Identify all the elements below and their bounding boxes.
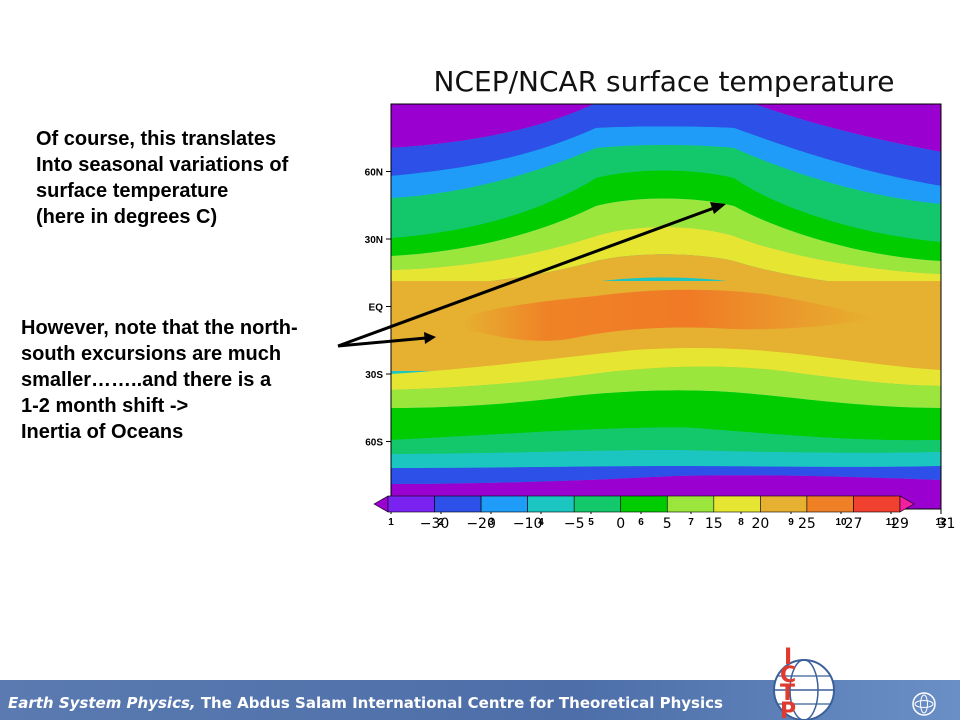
note-2-line: south excursions are much <box>21 343 282 365</box>
colorbar-label: 25 <box>798 516 816 532</box>
x-tick-label: 9 <box>788 517 794 528</box>
y-tick-label: 60S <box>365 438 383 449</box>
x-tick-label: 7 <box>688 517 694 528</box>
colorbar-label: 31 <box>938 516 956 532</box>
y-tick-label: 30S <box>365 370 383 381</box>
field-arctic-west <box>391 104 594 148</box>
field-north-lightblue-band <box>391 126 941 204</box>
note-1-line: (here in degrees C) <box>36 206 218 228</box>
colorbar-min-arrow <box>373 495 389 513</box>
colorbar-swatch <box>480 495 528 513</box>
x-tick-label: 1 <box>388 517 394 528</box>
chart-header-bg <box>342 56 952 102</box>
note-1-line: Of course, this translates <box>36 128 277 150</box>
note-2-line: Inertia of Oceans <box>21 421 184 443</box>
note-1-line: Into seasonal variations of <box>36 154 289 176</box>
annotation-north-south-excursions: However, note that the north-south excur… <box>21 315 298 445</box>
note-1-line: surface temperature <box>36 180 229 202</box>
logo-letter-p: P <box>780 699 796 720</box>
logo-letter-i: I <box>784 645 792 670</box>
footer-italic: Earth System Physics, <box>8 694 196 712</box>
colorbar-label: −10 <box>513 516 543 532</box>
field-arctic-east <box>391 104 941 152</box>
colorbar-swatch <box>527 495 575 513</box>
logo-letter-t: T <box>780 681 795 706</box>
colorbar-swatch <box>434 495 482 513</box>
field-north-yellow-band <box>391 227 941 292</box>
field-warm-pool <box>464 289 874 341</box>
field-north-orange-band <box>391 254 941 306</box>
field-south-yellow-band <box>391 348 941 390</box>
x-tick-label: 2 <box>438 517 444 528</box>
colorbar-label: 29 <box>891 516 909 532</box>
colorbar-label: 5 <box>663 516 672 532</box>
field-north-lightgreen-band <box>391 198 941 274</box>
colorbar: −30 −20 −10 −5 0 5 15 20 25 27 29 31 <box>373 495 956 532</box>
x-tick-label: 3 <box>488 517 494 528</box>
field-north-teal-band <box>391 145 941 242</box>
colorbar-swatch <box>387 495 435 513</box>
colorbar-label: −5 <box>564 516 585 532</box>
arrow-head-north <box>710 202 726 214</box>
note-2-line: 1-2 month shift -> <box>21 395 189 417</box>
y-tick-label: EQ <box>369 303 384 314</box>
footer-text: Earth System Physics, The Abdus Salam In… <box>8 694 723 712</box>
colorbar-swatch <box>573 495 622 513</box>
y-tick-label: 30N <box>365 235 383 246</box>
x-tick-label: 5 <box>588 517 594 528</box>
field-south-green-band <box>391 390 941 441</box>
arrow-to-north-peak <box>337 206 715 348</box>
field-north-green-band <box>391 170 941 261</box>
colorbar-swatch <box>713 495 761 513</box>
x-tick-label: 11 <box>886 517 897 528</box>
field-south-lightgreen-band <box>391 366 941 408</box>
colorbar-swatch <box>760 495 808 513</box>
colorbar-label: −30 <box>420 516 450 532</box>
x-tick-label: 12 <box>935 517 947 528</box>
unesco-temple-icon <box>900 652 948 678</box>
colorbar-swatch <box>853 495 901 513</box>
heatmap-field <box>391 104 941 509</box>
x-tick-label: 6 <box>638 517 644 528</box>
ictp-logo: I C T P <box>773 645 948 720</box>
chart-title: NCEP/NCAR surface temperature <box>434 65 895 98</box>
field-south-cyan-band <box>391 450 941 468</box>
colorbar-swatch <box>666 495 715 513</box>
colorbar-label: 15 <box>705 516 723 532</box>
field-south-blue-band <box>391 466 941 484</box>
field-north-blue-band <box>391 104 941 186</box>
annotation-seasonal-variations: Of course, this translates Into seasonal … <box>36 126 288 230</box>
field-south-teal-band <box>391 427 941 454</box>
colorbar-label: 0 <box>616 516 625 532</box>
colorbar-label: 20 <box>751 516 769 532</box>
note-2-line: smaller……..and there is a <box>21 369 272 391</box>
colorbar-label: 27 <box>845 516 863 532</box>
y-axis: 60N 30N EQ 30S 60S <box>365 168 391 449</box>
logo-letter-c: C <box>780 663 796 688</box>
colorbar-label: −20 <box>466 516 496 532</box>
colorbar-swatch <box>620 495 668 513</box>
colorbar-swatch <box>806 495 854 513</box>
note-2-line: However, note that the north- <box>21 317 298 339</box>
x-tick-label: 8 <box>738 517 744 528</box>
y-tick-label: 60N <box>365 168 383 179</box>
iaea-emblem-icon <box>912 692 936 716</box>
arrow-to-south <box>337 336 427 348</box>
footer-institution: The Abdus Salam International Centre for… <box>195 694 723 712</box>
x-tick-label: 10 <box>835 517 847 528</box>
temperature-chart: NCEP/NCAR surface temperature 60N30NEQ30… <box>337 56 956 532</box>
colorbar-max-arrow <box>899 495 915 513</box>
arrow-head-south <box>424 332 436 344</box>
x-tick-label: 4 <box>538 517 544 528</box>
